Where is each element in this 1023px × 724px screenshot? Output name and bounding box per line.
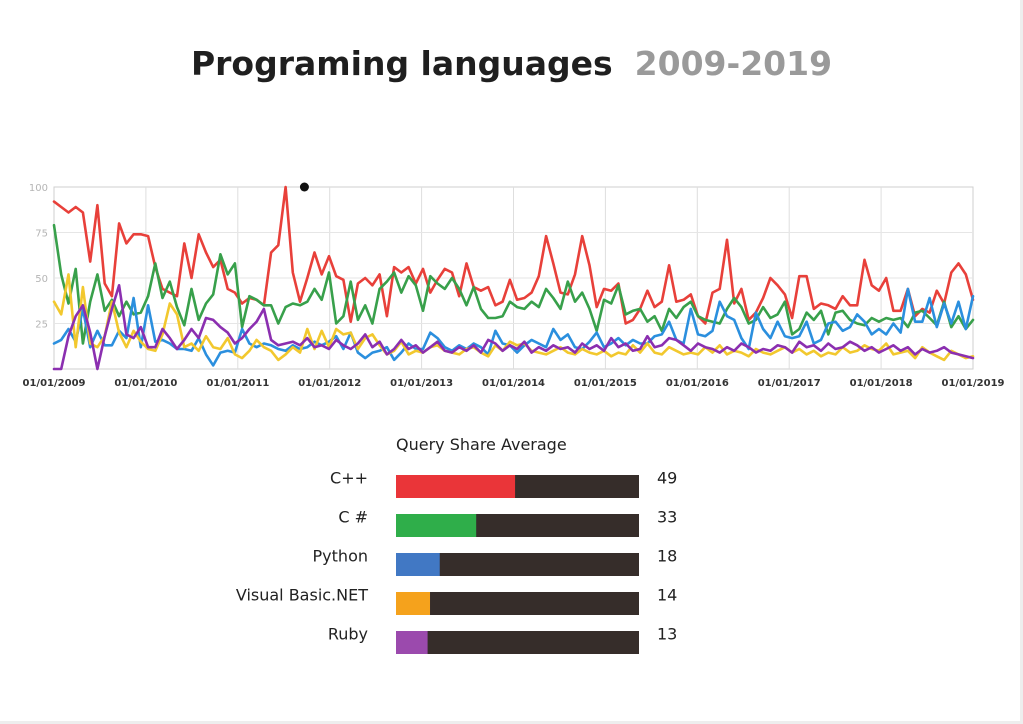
x-tick-label: 01/01/2018 <box>850 378 913 389</box>
bar-fill <box>396 553 440 576</box>
bar-chart: Query Share Average C++ 49 C # 33 Python 18 Vis… <box>236 435 677 654</box>
x-tick-label: 01/01/2015 <box>574 378 637 389</box>
x-tick-label: 01/01/2012 <box>298 378 361 389</box>
x-tick-label: 01/01/2014 <box>482 378 545 389</box>
bar-category-label: Ruby <box>328 625 368 644</box>
bar-fill <box>396 592 431 615</box>
bar-category-label: C++ <box>330 469 368 488</box>
page-edge-right <box>1020 0 1023 724</box>
series-line-csharp <box>52 223 975 345</box>
bar-track <box>396 553 639 576</box>
series-line-cpp <box>52 185 975 325</box>
bar-value-label: 13 <box>657 625 677 644</box>
x-tick-label: 01/01/2016 <box>666 378 729 389</box>
y-tick-label: 25 <box>35 320 48 331</box>
series-line-python <box>52 287 975 367</box>
bar-track <box>396 592 639 615</box>
bar-fill <box>396 631 428 654</box>
chart-title-row: Programing languages 2009-2019 <box>0 44 1023 83</box>
peak-marker <box>299 182 309 192</box>
bar-category-label: Visual Basic.NET <box>236 586 368 605</box>
bar-track <box>396 631 639 654</box>
x-tick-label: 01/01/2009 <box>23 378 86 389</box>
x-tick-label: 01/01/2019 <box>942 378 1005 389</box>
x-tick-label: 01/01/2011 <box>206 378 269 389</box>
y-tick-label: 50 <box>35 274 48 285</box>
x-tick-label: 01/01/2013 <box>390 378 453 389</box>
line-chart: 01/01/2009 01/01/2010 01/01/2011 01/01/2012… <box>23 182 1005 389</box>
x-tick-label: 01/01/2010 <box>114 378 177 389</box>
bar-chart-title: Query Share Average <box>396 435 567 454</box>
bar-category-label: C # <box>338 508 368 527</box>
bar-fill <box>396 475 516 498</box>
bar-value-label: 14 <box>657 586 677 605</box>
bar-category-label: Python <box>313 547 368 566</box>
x-tick-label: 01/01/2017 <box>758 378 821 389</box>
chart-title: Programing languages <box>190 44 613 83</box>
series-line-vbnet <box>52 273 975 362</box>
bar-value-label: 49 <box>657 469 677 488</box>
y-tick-label: 100 <box>29 183 48 194</box>
bar-value-label: 18 <box>657 547 677 566</box>
y-tick-label: 75 <box>35 229 48 240</box>
bar-fill <box>396 514 477 537</box>
chart-subtitle: 2009-2019 <box>634 44 833 83</box>
series-line-ruby <box>52 284 975 371</box>
bar-value-label: 33 <box>657 508 677 527</box>
page-edge-bottom <box>0 721 1023 724</box>
